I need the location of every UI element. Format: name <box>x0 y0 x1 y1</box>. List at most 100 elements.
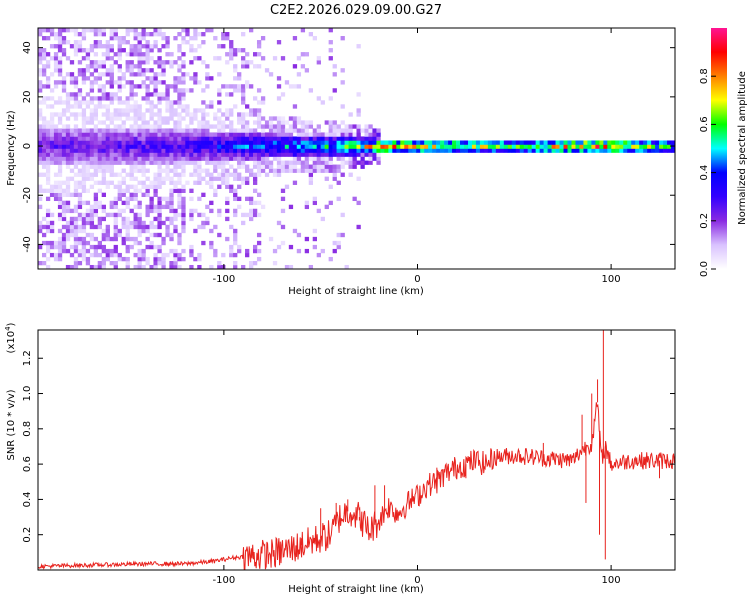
spectrogram-cell <box>117 48 122 53</box>
spectrogram-cell <box>65 236 71 242</box>
spectrogram-cell <box>221 148 226 153</box>
spectrogram-cell <box>201 120 206 125</box>
spectrogram-cell <box>129 164 134 169</box>
spectrogram-cell <box>284 80 290 85</box>
spectrogram-cell <box>38 156 43 161</box>
spectrogram-cell <box>73 156 79 161</box>
spectrogram-cell <box>105 152 110 157</box>
spectrogram-cell <box>256 44 262 49</box>
spectrogram-cell <box>237 116 242 121</box>
spectrogram-cell <box>161 80 166 85</box>
spectrogram-cell <box>157 204 162 210</box>
spectrogram-cell <box>344 128 349 133</box>
spectrogram-cell <box>316 208 321 214</box>
spectrogram-cell <box>161 180 166 185</box>
spectrogram-cell <box>241 180 246 185</box>
spectrogram-cell <box>539 144 544 149</box>
spectrogram-cell <box>300 136 306 141</box>
spectrogram-cell <box>571 140 576 145</box>
spectrogram-cell <box>241 64 246 69</box>
spectrogram-cell <box>237 172 242 177</box>
spectrogram-cell <box>85 68 91 73</box>
spectrogram-cell <box>356 148 361 153</box>
spectrogram-cell <box>89 72 95 77</box>
spectrogram-cell <box>177 180 182 185</box>
spectrogram-cell <box>105 228 110 234</box>
spectrogram-cell <box>237 204 242 210</box>
spectrogram-cell <box>663 140 668 145</box>
spectrogram-cell <box>197 256 202 262</box>
spectrogram-cell <box>169 200 174 206</box>
spectrogram-cell <box>117 44 122 49</box>
spectrogram-cell <box>595 140 600 145</box>
spectrogram-cell <box>133 236 138 242</box>
spectrogram-cell <box>189 116 194 121</box>
spectrogram-cell <box>221 140 226 145</box>
spectrogram-cell <box>233 196 238 202</box>
spectrogram-cell <box>229 140 234 145</box>
spectrogram-cell <box>181 160 186 165</box>
spectrogram-cell <box>392 140 397 145</box>
spectrogram-cell <box>197 128 202 133</box>
spectrogram-cell <box>69 220 75 226</box>
spectrogram-cell <box>181 248 186 254</box>
spectrogram-cell <box>308 132 314 137</box>
spectrogram-cell <box>117 152 122 157</box>
spectrogram-cell <box>376 160 381 165</box>
spectrogram-cell <box>209 184 214 189</box>
spectrogram-cell <box>352 164 357 169</box>
spectrogram-cell <box>659 140 664 145</box>
spectrogram-cell <box>193 132 198 137</box>
spectrogram-cell <box>97 84 102 89</box>
spectrogram-cell <box>45 196 51 202</box>
spectrogram-cell <box>153 160 158 165</box>
spectrogram-cell <box>201 112 206 117</box>
spectrogram-cell <box>133 144 138 149</box>
spectrogram-cell <box>73 180 79 185</box>
spectrogram-cell <box>603 148 608 153</box>
spectrogram-cell <box>233 232 238 238</box>
spectrogram-cell <box>165 224 170 230</box>
spectrogram-cell <box>117 144 122 149</box>
spectrogram-cell <box>45 124 51 129</box>
spectrogram-cell <box>260 100 266 105</box>
colorbar-gradient <box>711 28 727 269</box>
spectrogram-cell <box>169 152 174 157</box>
spectrogram-cell <box>241 48 246 53</box>
spectrogram-cell <box>169 232 174 238</box>
spectrogram-cell <box>392 144 397 149</box>
spectrogram-cell <box>193 152 198 157</box>
spectrogram-cell <box>117 96 122 101</box>
spectrogram-cell <box>161 140 166 145</box>
spectrogram-cell <box>41 144 47 149</box>
spectrogram-cell <box>89 96 95 101</box>
spectrogram-cell <box>61 40 67 45</box>
spectrogram-cell <box>300 152 306 157</box>
spectrogram-cell <box>328 184 333 189</box>
spectrogram-cell <box>308 172 314 177</box>
spectrogram-cell <box>221 164 226 169</box>
spectrogram-cell <box>352 124 357 129</box>
spectrogram-cell <box>197 136 202 141</box>
spectrogram-cell <box>65 232 71 238</box>
spectrogram-cell <box>93 144 99 149</box>
spectrogram-cell <box>101 72 106 77</box>
spectrogram-cell <box>97 252 102 258</box>
spectrogram-cell <box>519 144 525 149</box>
spectrogram-cell <box>479 140 485 145</box>
spectrogram-cell <box>109 156 114 161</box>
spectrogram-cell <box>225 112 230 117</box>
spectrogram-cell <box>539 148 544 153</box>
spectrogram-cell <box>209 28 214 33</box>
spectrogram-cell <box>157 92 162 97</box>
spectrogram-cell <box>193 180 198 185</box>
spectrogram-cell <box>169 168 174 173</box>
spectrogram-cell <box>129 48 134 53</box>
spectrogram-cell <box>217 120 222 125</box>
spectrogram-cell <box>57 156 63 161</box>
spectrogram-cell <box>157 196 162 202</box>
spectrogram-cell <box>38 148 43 153</box>
spectrogram-cell <box>332 168 337 173</box>
spectrogram-cell <box>185 108 190 113</box>
spectrogram-cell <box>237 248 242 254</box>
